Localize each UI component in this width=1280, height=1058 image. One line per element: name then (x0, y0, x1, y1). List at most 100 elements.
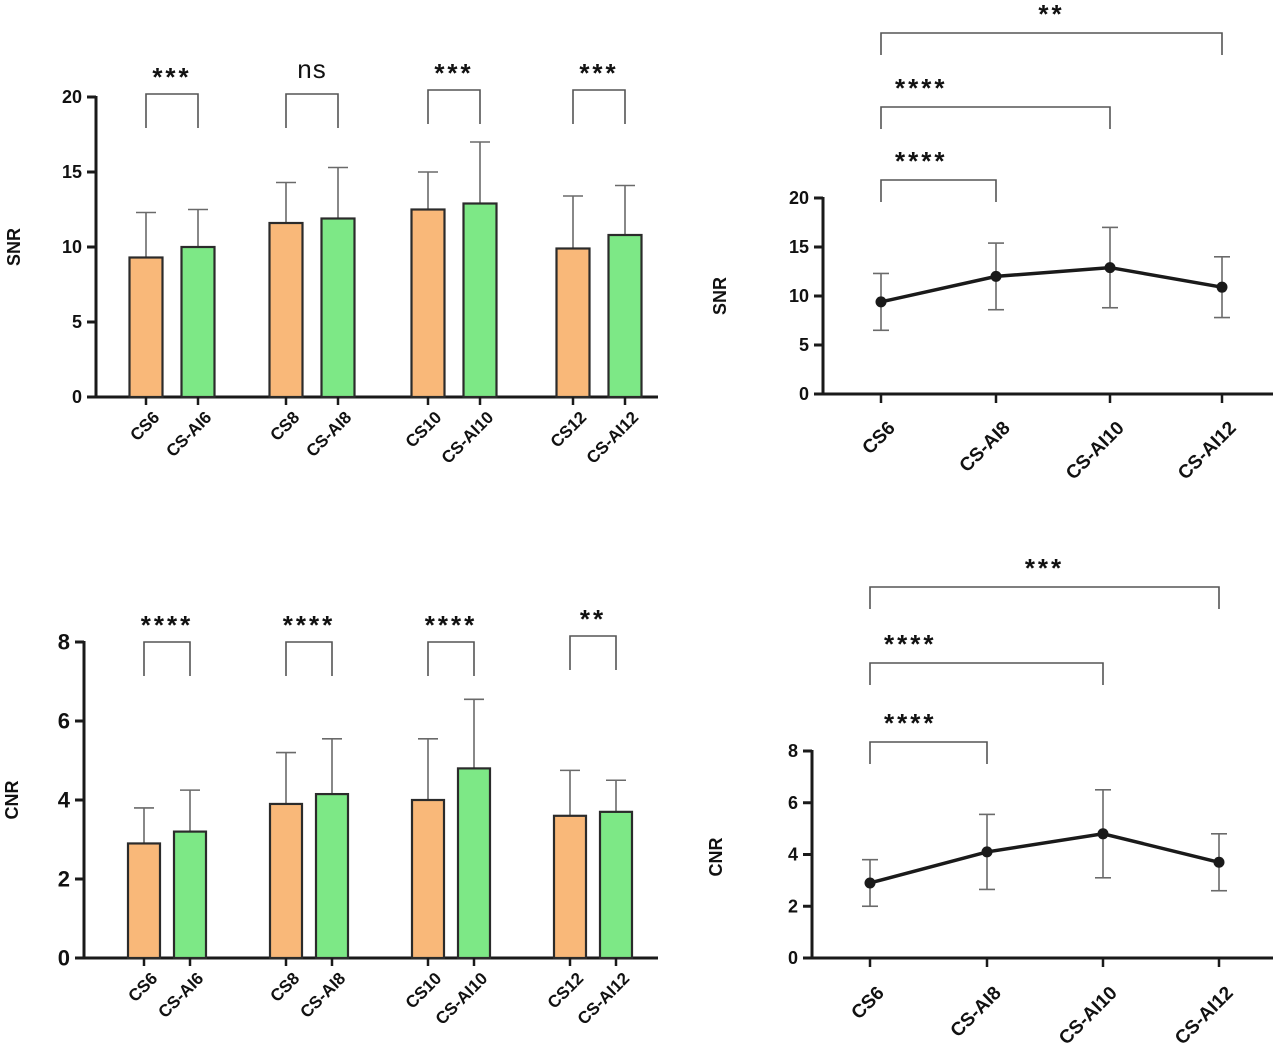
y-tick-label: 0 (58, 946, 70, 971)
series-line (880, 265, 1223, 304)
y-tick-label: 2 (58, 867, 70, 892)
significance-label: **** (425, 610, 477, 640)
significance-label: *** (434, 58, 473, 88)
significance-bracket (427, 641, 475, 676)
data-point (1216, 281, 1228, 293)
y-tick-label: 10 (789, 286, 809, 306)
y-tick-label: 20 (62, 87, 82, 107)
significance-label: **** (895, 73, 947, 103)
significance-label: *** (1025, 553, 1064, 583)
bar (462, 202, 498, 399)
x-tick-label: CS10 (402, 408, 446, 452)
x-tick-label: CS-AI8 (947, 983, 1006, 1042)
significance-label: *** (579, 58, 618, 88)
x-tick-label: CS-AI10 (1062, 418, 1128, 484)
bar (268, 802, 304, 960)
x-tick-label: CS-AI6 (162, 408, 215, 461)
y-tick-label: 8 (788, 741, 798, 761)
y-tick-label: 6 (788, 793, 798, 813)
data-point (1104, 262, 1116, 274)
significance-bracket (869, 662, 1104, 685)
significance-label: **** (283, 610, 335, 640)
significance-bracket (869, 741, 988, 764)
significance-bracket (880, 32, 1223, 55)
y-axis-label: SNR (710, 277, 730, 315)
bar (320, 217, 356, 399)
data-point (1097, 828, 1109, 840)
significance-label: **** (895, 146, 947, 176)
data-point (990, 270, 1002, 282)
series-line (869, 832, 1220, 885)
x-tick-label: CS6 (124, 969, 161, 1006)
y-tick-label: 10 (62, 237, 82, 257)
y-axis-label: CNR (2, 781, 22, 820)
significance-bracket (880, 106, 1111, 129)
x-tick-label: CS-AI10 (1055, 983, 1121, 1049)
y-axis-label: SNR (4, 228, 24, 266)
data-point (875, 296, 887, 308)
x-tick-label: CS-AI10 (438, 408, 498, 468)
y-tick-label: 20 (789, 188, 809, 208)
x-tick-label: CS6 (126, 408, 163, 445)
bar (126, 842, 162, 960)
significance-bracket (880, 179, 997, 202)
significance-bracket (569, 635, 617, 670)
y-tick-label: 6 (58, 709, 70, 734)
significance-label: ** (1038, 0, 1064, 29)
y-axis-label: CNR (706, 838, 726, 877)
bar (128, 256, 164, 399)
bar (268, 221, 304, 399)
significance-bracket (869, 586, 1220, 609)
x-tick-label: CS-AI8 (302, 408, 355, 461)
bar (598, 810, 634, 960)
significance-bracket (145, 93, 199, 128)
y-tick-label: 15 (62, 162, 82, 182)
significance-bracket (572, 89, 626, 124)
bar (552, 814, 588, 960)
y-tick-label: 15 (789, 237, 809, 257)
significance-label: **** (884, 708, 936, 738)
x-tick-label: CS-AI8 (956, 418, 1015, 477)
y-tick-label: 0 (788, 948, 798, 968)
x-tick-label: CS8 (266, 969, 303, 1006)
bar (607, 233, 643, 399)
bar (410, 798, 446, 960)
significance-label: **** (884, 629, 936, 659)
y-tick-label: 2 (788, 896, 798, 916)
bar (555, 247, 591, 399)
y-tick-label: 5 (799, 335, 809, 355)
significance-bracket (285, 93, 339, 128)
bar (410, 208, 446, 399)
data-point (1213, 856, 1225, 868)
x-tick-label: CS10 (402, 969, 446, 1013)
x-tick-label: CS-AI12 (1171, 983, 1237, 1049)
y-tick-label: 5 (72, 312, 82, 332)
significance-label: ns (297, 54, 326, 84)
y-tick-label: 0 (799, 384, 809, 404)
y-tick-label: 0 (72, 387, 82, 407)
x-tick-label: CS8 (266, 408, 303, 445)
bar (456, 767, 492, 960)
x-tick-label: CS12 (544, 969, 588, 1013)
y-tick-label: 4 (788, 845, 798, 865)
x-tick-label: CS12 (547, 408, 591, 452)
bar (180, 245, 216, 399)
x-tick-label: CS-AI12 (583, 408, 643, 468)
data-point (864, 877, 876, 889)
bar (172, 830, 208, 960)
x-tick-label: CS-AI12 (1174, 418, 1240, 484)
significance-label: **** (141, 610, 193, 640)
significance-bracket (285, 641, 333, 676)
x-tick-label: CS6 (859, 418, 900, 459)
data-point (981, 846, 993, 858)
x-tick-label: CS-AI6 (154, 969, 207, 1022)
y-tick-label: 8 (58, 630, 70, 655)
significance-label: *** (152, 62, 191, 92)
x-tick-label: CS6 (848, 983, 889, 1024)
y-tick-label: 4 (58, 788, 71, 813)
significance-bracket (427, 89, 481, 124)
